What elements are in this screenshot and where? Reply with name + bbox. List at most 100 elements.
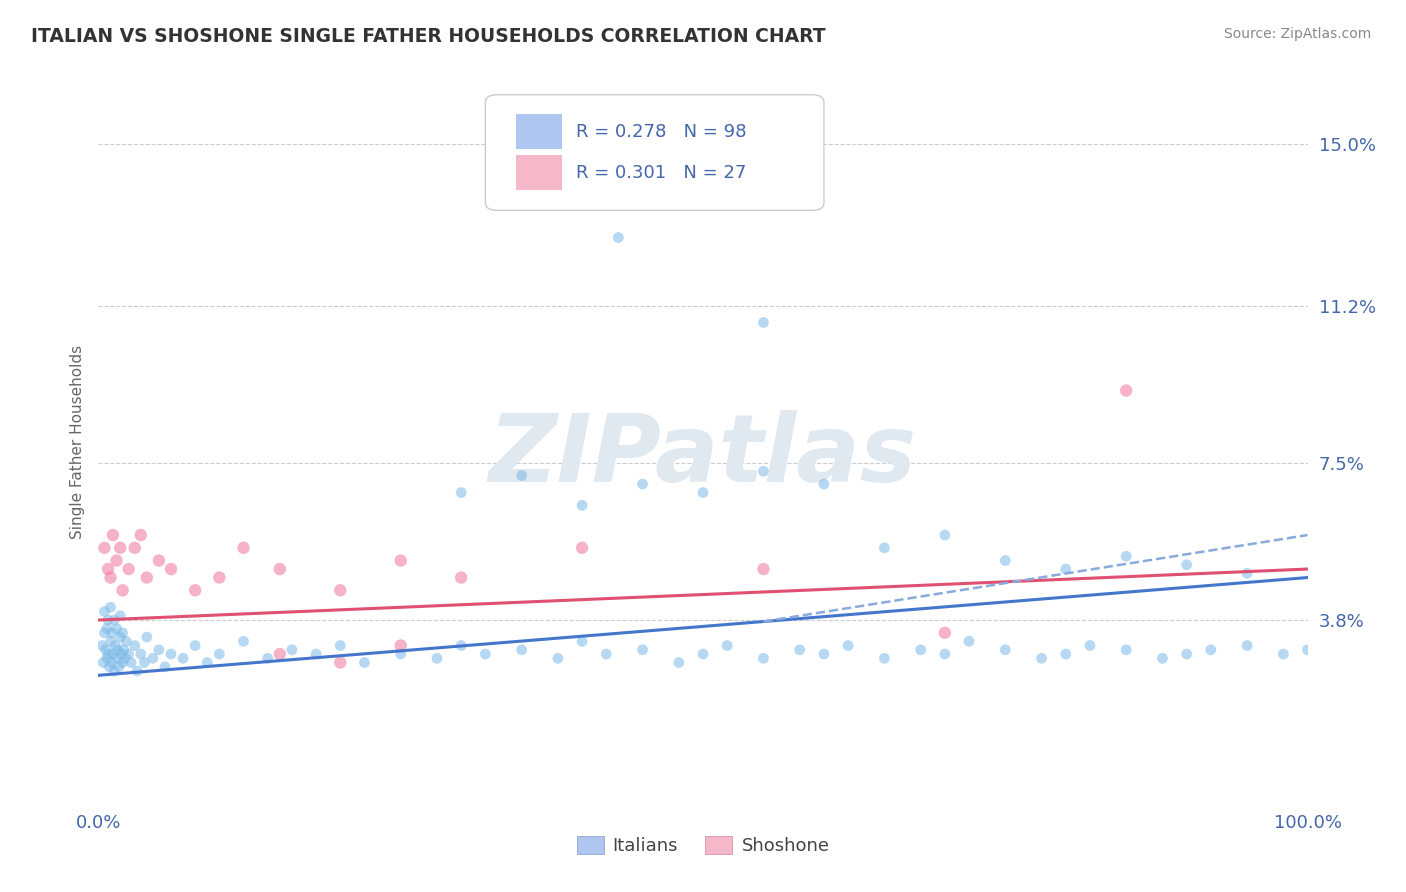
- Point: [994, 553, 1017, 567]
- Point: [111, 625, 134, 640]
- Point: [281, 642, 304, 657]
- Point: [148, 642, 170, 657]
- Point: [752, 316, 775, 330]
- Point: [329, 583, 352, 598]
- Point: [547, 651, 569, 665]
- Point: [114, 651, 136, 665]
- Point: [97, 647, 120, 661]
- Point: [184, 583, 207, 598]
- Point: [1236, 639, 1258, 653]
- Point: [134, 656, 156, 670]
- Point: [93, 625, 115, 640]
- Point: [101, 528, 124, 542]
- Point: [1272, 647, 1295, 661]
- Point: [97, 613, 120, 627]
- Point: [1115, 642, 1137, 657]
- Point: [510, 468, 533, 483]
- Point: [1296, 642, 1319, 657]
- Point: [100, 656, 122, 670]
- Point: [389, 647, 412, 661]
- Point: [104, 639, 127, 653]
- Point: [934, 625, 956, 640]
- Point: [195, 656, 218, 670]
- Point: [97, 562, 120, 576]
- Point: [160, 562, 183, 576]
- Point: [100, 570, 122, 584]
- Point: [934, 647, 956, 661]
- Point: [269, 562, 291, 576]
- Text: R = 0.278   N = 98: R = 0.278 N = 98: [576, 122, 747, 141]
- Point: [934, 528, 956, 542]
- Point: [103, 613, 125, 627]
- Point: [108, 630, 131, 644]
- Point: [353, 656, 375, 670]
- Point: [571, 634, 593, 648]
- Point: [91, 639, 114, 653]
- Point: [595, 647, 617, 661]
- Text: Source: ZipAtlas.com: Source: ZipAtlas.com: [1223, 27, 1371, 41]
- Point: [1236, 566, 1258, 581]
- Point: [474, 647, 496, 661]
- Point: [1078, 639, 1101, 653]
- Point: [631, 642, 654, 657]
- Point: [692, 485, 714, 500]
- Point: [256, 651, 278, 665]
- Point: [957, 634, 980, 648]
- Point: [142, 651, 165, 665]
- Point: [172, 651, 194, 665]
- Point: [105, 651, 128, 665]
- Point: [329, 639, 352, 653]
- Point: [111, 583, 134, 598]
- Point: [115, 634, 138, 648]
- Point: [910, 642, 932, 657]
- Point: [100, 634, 122, 648]
- Point: [184, 639, 207, 653]
- Point: [813, 477, 835, 491]
- Y-axis label: Single Father Households: Single Father Households: [69, 344, 84, 539]
- FancyBboxPatch shape: [485, 95, 824, 211]
- Point: [631, 477, 654, 491]
- Point: [329, 656, 352, 670]
- Text: ZIPatlas: ZIPatlas: [489, 410, 917, 502]
- Point: [1115, 549, 1137, 564]
- Point: [135, 630, 157, 644]
- Point: [1054, 562, 1077, 576]
- Point: [232, 634, 254, 648]
- Point: [510, 642, 533, 657]
- Point: [389, 553, 412, 567]
- Point: [148, 553, 170, 567]
- Point: [101, 647, 124, 661]
- Point: [93, 541, 115, 555]
- Point: [571, 498, 593, 512]
- FancyBboxPatch shape: [516, 155, 561, 190]
- Point: [110, 647, 132, 661]
- Point: [105, 622, 128, 636]
- Point: [450, 570, 472, 584]
- Point: [389, 639, 412, 653]
- Point: [108, 541, 131, 555]
- Point: [450, 639, 472, 653]
- Point: [112, 642, 135, 657]
- Point: [100, 600, 122, 615]
- Point: [160, 647, 183, 661]
- Point: [692, 647, 714, 661]
- Point: [98, 660, 121, 674]
- Point: [96, 651, 118, 665]
- Point: [789, 642, 811, 657]
- Point: [208, 570, 231, 584]
- Point: [269, 647, 291, 661]
- Point: [837, 639, 859, 653]
- Point: [103, 664, 125, 678]
- Point: [426, 651, 449, 665]
- Point: [305, 647, 328, 661]
- Point: [124, 541, 146, 555]
- Legend: Italians, Shoshone: Italians, Shoshone: [569, 829, 837, 863]
- Point: [994, 642, 1017, 657]
- Point: [124, 639, 146, 653]
- Point: [135, 570, 157, 584]
- Point: [752, 651, 775, 665]
- Point: [873, 651, 896, 665]
- Point: [1115, 384, 1137, 398]
- Point: [120, 656, 142, 670]
- Point: [208, 647, 231, 661]
